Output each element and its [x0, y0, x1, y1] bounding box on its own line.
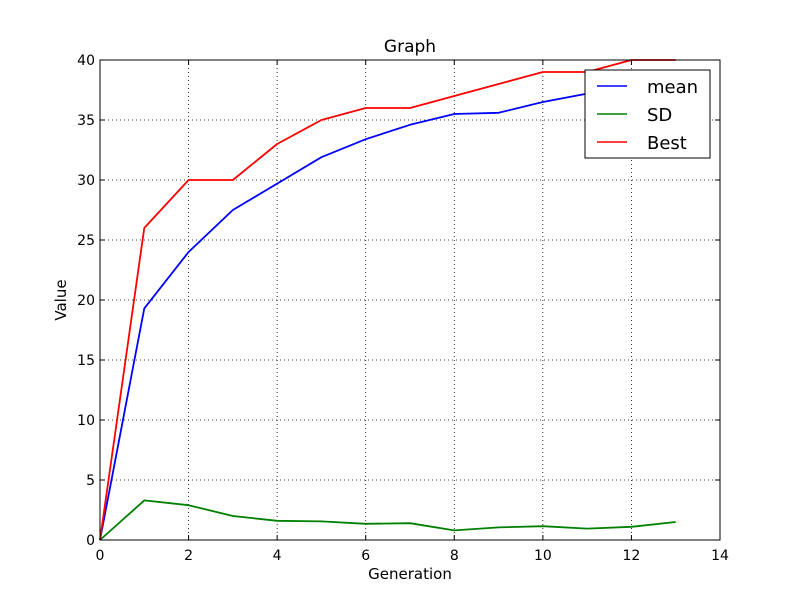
y-tick-label: 15: [77, 353, 95, 369]
legend: mean SD Best: [584, 69, 711, 159]
x-tick-label: 0: [96, 548, 105, 564]
y-tick-label: 40: [77, 53, 95, 69]
y-tick-label: 5: [86, 473, 95, 489]
y-tick-label: 20: [77, 293, 95, 309]
x-tick-label: 2: [184, 548, 193, 564]
series-line-best: [99, 59, 676, 541]
y-tick-label: 0: [86, 533, 95, 549]
y-tick-label: 30: [77, 173, 95, 189]
ticks: 0 2 4 6 8 10 12 14 0 5 10 15 20 25 30 35 40: [77, 53, 729, 564]
series-line-sd: [99, 499, 676, 541]
y-tick-label: 10: [77, 413, 95, 429]
x-tick-label: 12: [623, 548, 641, 564]
y-axis-label: Value: [52, 279, 70, 320]
legend-label-sd: SD: [647, 105, 672, 126]
x-tick-label: 10: [534, 548, 552, 564]
x-tick-label: 4: [273, 548, 282, 564]
legend-label-best: Best: [647, 133, 687, 154]
legend-label-mean: mean: [647, 77, 698, 98]
chart-title: Graph: [384, 37, 436, 57]
x-tick-label: 6: [361, 548, 370, 564]
x-tick-label: 14: [711, 548, 729, 564]
y-tick-label: 25: [77, 233, 95, 249]
series-lines: [99, 59, 676, 541]
x-axis-label: Generation: [368, 565, 452, 583]
series-line-mean: [99, 79, 676, 541]
x-tick-label: 8: [450, 548, 459, 564]
y-tick-label: 35: [77, 113, 95, 129]
